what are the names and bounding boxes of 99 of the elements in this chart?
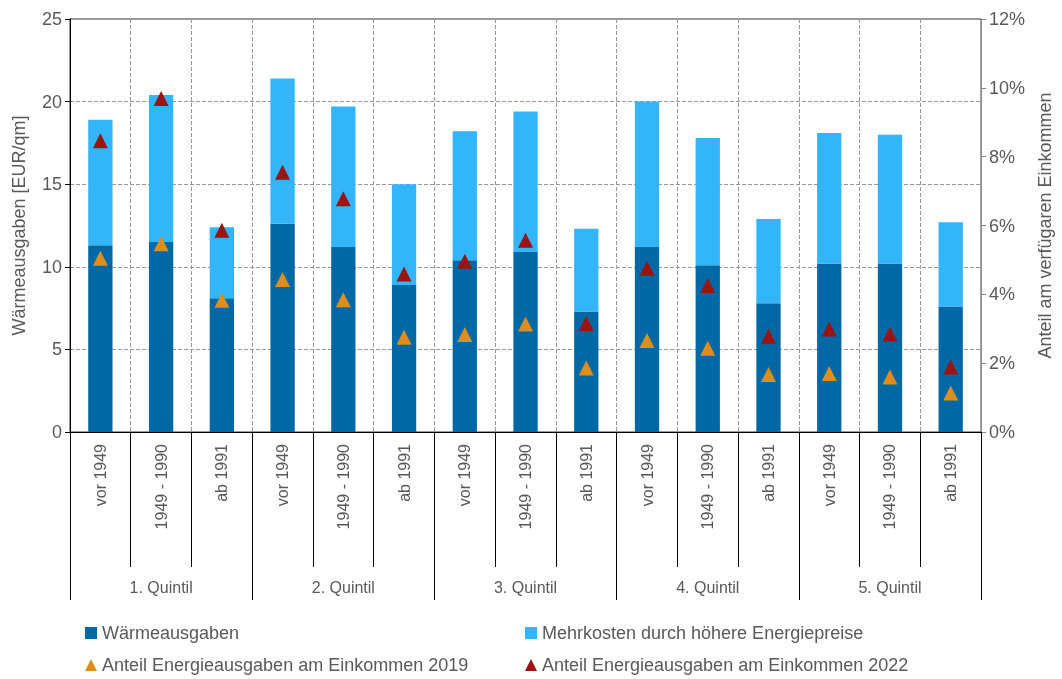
bar: [391, 184, 417, 285]
bar: [209, 298, 234, 432]
y-tick-label: 0: [51, 422, 62, 442]
point: [457, 327, 473, 343]
x-tick-label: ab 1991: [395, 443, 413, 502]
point: [760, 328, 776, 344]
point: [578, 316, 594, 332]
point: [153, 91, 169, 106]
bar: [817, 132, 842, 264]
point: [700, 340, 716, 356]
point: [700, 277, 716, 293]
legend-label: Wärmeausgaben: [102, 623, 240, 643]
bar: [938, 222, 963, 307]
x-tick-label: vor 1949: [638, 443, 656, 507]
legend-label: Mehrkosten durch höhere Energiepreise: [542, 623, 864, 643]
point: [821, 321, 837, 337]
bar: [877, 263, 903, 432]
x-tick-label: vor 1949: [456, 443, 474, 507]
bar: [452, 131, 477, 261]
point: [92, 133, 108, 149]
x-tick-label: vor 1949: [274, 443, 292, 507]
point: [518, 232, 534, 248]
bar: [695, 265, 720, 432]
bar: [877, 134, 903, 264]
y2-axis-title: Anteil am verfügaren Einkommen: [1035, 92, 1055, 359]
bar: [634, 246, 660, 432]
y2-tick-label: 10%: [989, 77, 1026, 98]
point: [882, 369, 898, 385]
bar: [452, 260, 477, 432]
y-tick-label: 10: [41, 256, 62, 277]
y2-tick-label: 4%: [989, 284, 1016, 305]
point: [943, 359, 959, 375]
y2-tick-label: 8%: [989, 146, 1016, 167]
y2-tick-label: 12%: [989, 9, 1026, 29]
point: [396, 329, 412, 345]
x-tick-label: 1949 - 1990: [699, 443, 717, 530]
y2-tick-label: 6%: [989, 215, 1016, 236]
point: [396, 266, 412, 282]
x-tick-label: ab 1991: [577, 443, 595, 502]
bar: [331, 106, 356, 247]
point: [275, 164, 291, 180]
bar: [513, 251, 538, 432]
text: 5. Quintil: [858, 578, 922, 596]
bar: [270, 78, 295, 224]
bar: [817, 263, 842, 432]
point: [335, 191, 351, 207]
legend-label: Anteil Energieausgaben am Einkommen 2019: [102, 655, 469, 675]
point: [943, 385, 959, 401]
y-tick-label: 15: [41, 174, 62, 195]
point: [153, 236, 169, 252]
bar: [88, 119, 113, 246]
x-tick-label: vor 1949: [91, 443, 109, 507]
bar: [270, 223, 295, 432]
x-tick-label: 1949 - 1990: [334, 443, 352, 530]
y-tick-label: 5: [51, 339, 62, 360]
text: 3. Quintil: [493, 578, 558, 596]
bar: [938, 306, 963, 432]
point: [639, 260, 655, 276]
x-tick-label: ab 1991: [759, 443, 777, 502]
point: [335, 292, 351, 308]
x-tick-label: vor 1949: [820, 443, 838, 507]
point: [457, 253, 473, 269]
point: [214, 292, 230, 308]
legend-label: Anteil Energieausgaben am Einkommen 2022: [542, 655, 909, 675]
bar: [574, 311, 599, 432]
y2-tick-label: 0%: [989, 422, 1016, 442]
y-tick-label: 20: [41, 91, 62, 112]
bar: [148, 94, 174, 243]
point: [760, 367, 776, 383]
point: [821, 365, 837, 381]
y2-tick-label: 2%: [989, 353, 1016, 374]
bar: [634, 101, 660, 247]
bar: [209, 227, 234, 299]
bar: [695, 137, 720, 266]
text: 1. Quintil: [129, 578, 193, 596]
x-tick-label: 1949 - 1990: [881, 443, 899, 530]
point: [639, 332, 655, 348]
text: 2. Quintil: [311, 578, 375, 596]
bar: [391, 284, 417, 432]
y-tick-label: 25: [41, 9, 62, 29]
x-tick-label: ab 1991: [213, 443, 231, 502]
x-tick-label: 1949 - 1990: [517, 443, 535, 530]
text: 4. Quintil: [676, 578, 740, 596]
point: [92, 250, 108, 266]
bar: [756, 303, 781, 432]
bar: [513, 111, 538, 252]
bar: [574, 228, 599, 312]
x-tick-label: 1949 - 1990: [152, 443, 170, 530]
point: [578, 360, 594, 376]
point: [882, 326, 898, 342]
y-axis-title: Wärmeausgaben [EUR/qm]: [9, 115, 29, 336]
point: [518, 316, 534, 332]
bar: [148, 242, 174, 432]
bar: [331, 246, 356, 432]
bar: [756, 218, 781, 304]
bar: [88, 245, 113, 432]
point: [214, 222, 230, 238]
point: [275, 272, 291, 288]
x-tick-label: ab 1991: [942, 443, 960, 502]
